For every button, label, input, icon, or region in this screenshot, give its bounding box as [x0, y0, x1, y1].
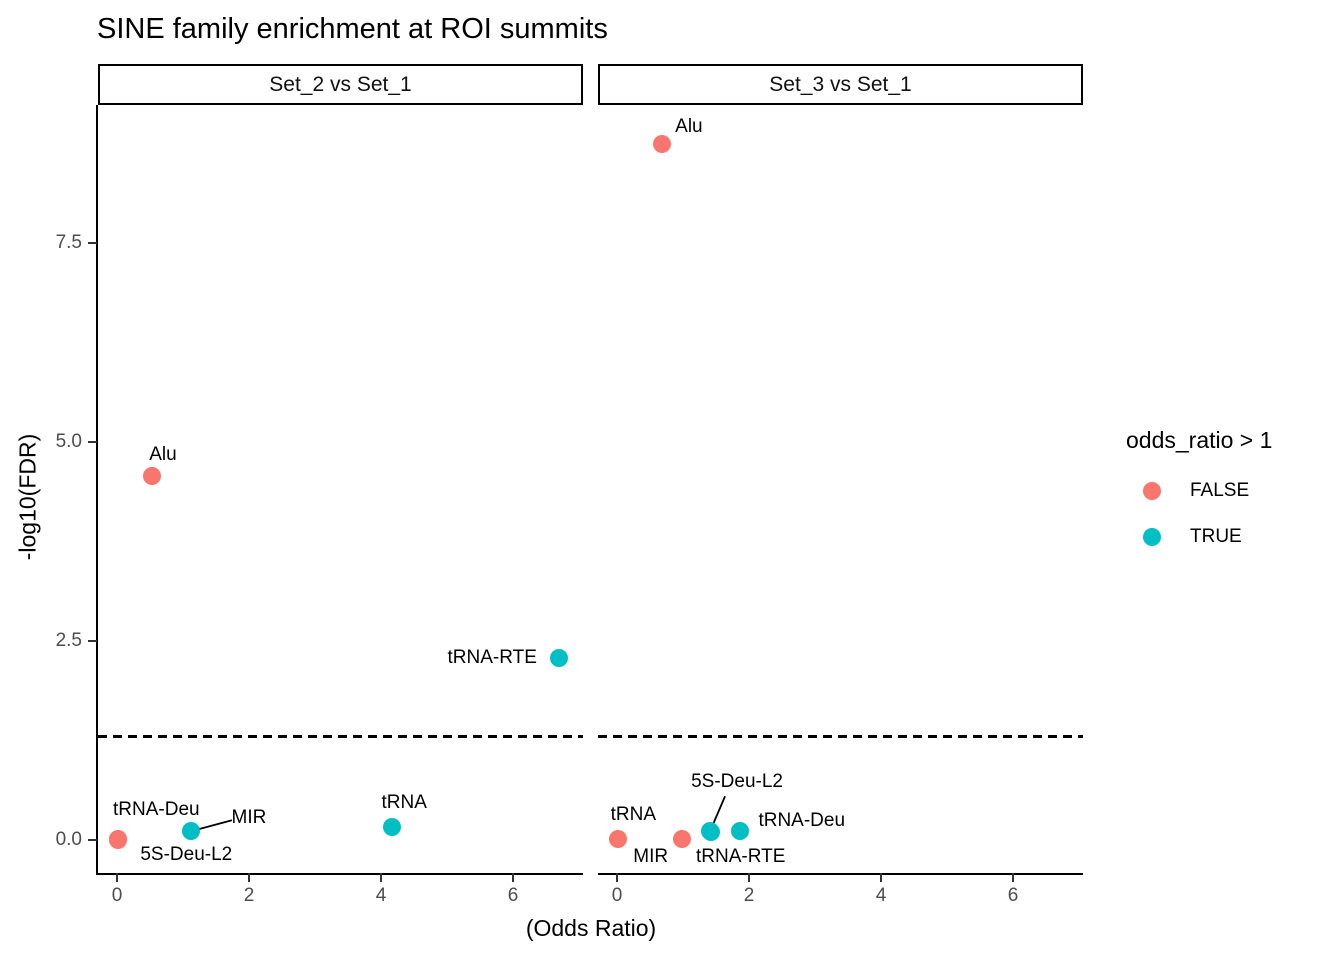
- x-tick-label: 2: [243, 885, 255, 906]
- point-label-tRNA: tRNA: [381, 792, 427, 814]
- x-axis-line-right-panel: [598, 873, 1083, 875]
- data-point-MIR: [181, 822, 200, 841]
- y-tick-mark: [88, 640, 97, 642]
- x-tick-mark: [616, 873, 618, 882]
- label-leader-lines: [190, 819, 233, 833]
- point-label-tRNA-Deu: tRNA-Deu: [113, 799, 200, 821]
- y-tick-label: 7.5: [55, 232, 82, 253]
- label-leader-lines: [709, 795, 726, 832]
- x-tick-mark: [380, 873, 382, 882]
- x-tick-mark: [248, 873, 250, 882]
- point-label-Alu: Alu: [675, 116, 703, 138]
- x-tick-label: 4: [375, 885, 387, 906]
- x-tick-label: 4: [875, 885, 887, 906]
- legend: odds_ratio > 1 FALSE TRUE: [1126, 427, 1272, 560]
- legend-item-false: FALSE: [1126, 468, 1272, 514]
- facet-panel-set2-vs-set1: Alu tRNA-RTE tRNA MIR tRNA-Deu 5S-Deu-L2: [98, 105, 583, 873]
- data-point-Alu: [652, 135, 671, 154]
- chart-title: SINE family enrichment at ROI summits: [97, 13, 608, 45]
- data-point-tRNA: [383, 818, 402, 837]
- data-point-MIR: [672, 830, 691, 849]
- y-tick-mark: [88, 441, 97, 443]
- x-tick-mark: [512, 873, 514, 882]
- point-label-5S-Deu-L2: 5S-Deu-L2: [140, 844, 233, 865]
- data-point-tRNA-Deu: [730, 822, 749, 841]
- facet-strip-set3-vs-set1: Set_3 vs Set_1: [598, 64, 1083, 105]
- data-point-tRNA: [609, 830, 628, 849]
- y-tick-label: 5.0: [55, 431, 82, 452]
- data-point-Alu: [142, 467, 161, 486]
- point-label-tRNA-RTE: tRNA-RTE: [696, 846, 786, 868]
- legend-rows: FALSE TRUE: [1126, 468, 1272, 560]
- legend-label-true: TRUE: [1190, 526, 1242, 547]
- y-axis-line: [96, 105, 98, 875]
- y-tick-mark: [88, 839, 97, 841]
- x-axis-title: (Odds Ratio): [525, 915, 657, 941]
- facet-strip-set2-vs-set1: Set_2 vs Set_1: [98, 64, 583, 105]
- legend-label-false: FALSE: [1190, 480, 1250, 501]
- x-tick-label: 2: [743, 885, 755, 906]
- legend-item-true: TRUE: [1126, 514, 1272, 560]
- legend-swatch-false-icon: [1143, 482, 1161, 500]
- y-tick-mark: [88, 242, 97, 244]
- x-tick-label: 0: [611, 885, 623, 906]
- facet-strip-label: Set_2 vs Set_1: [269, 72, 412, 96]
- point-label-MIR: MIR: [231, 807, 267, 829]
- x-tick-label: 6: [1007, 885, 1019, 906]
- significance-threshold-line: [598, 735, 1083, 739]
- point-label-tRNA-Deu: tRNA-Deu: [758, 810, 846, 832]
- y-tick-label: 2.5: [55, 630, 82, 651]
- point-label-tRNA: tRNA: [610, 804, 657, 826]
- legend-swatch-true-icon: [1143, 528, 1161, 546]
- data-point-5S-Deu-L2: [109, 831, 128, 849]
- point-label-MIR: MIR: [633, 846, 669, 868]
- x-tick-mark: [880, 873, 882, 882]
- significance-threshold-line: [98, 735, 583, 739]
- y-tick-label: 0.0: [55, 829, 82, 850]
- facet-strip-label: Set_3 vs Set_1: [769, 72, 912, 96]
- point-label-5S-Deu-L2: 5S-Deu-L2: [691, 771, 783, 793]
- legend-title: odds_ratio > 1: [1126, 427, 1273, 453]
- facet-panel-set3-vs-set1: Alu tRNA MIR tRNA-RTE 5S-Deu-L2 tRNA-Deu: [598, 105, 1083, 873]
- x-tick-mark: [1012, 873, 1014, 882]
- x-tick-mark: [116, 873, 118, 882]
- data-point-tRNA-RTE: [550, 648, 569, 667]
- point-label-tRNA-RTE: tRNA-RTE: [447, 646, 537, 668]
- x-tick-label: 6: [507, 885, 519, 906]
- point-label-Alu: Alu: [149, 444, 177, 466]
- x-tick-label: 0: [111, 885, 123, 906]
- x-tick-mark: [748, 873, 750, 882]
- data-point-5S-Deu-L2: [701, 822, 720, 841]
- x-axis-line-left-panel: [98, 873, 583, 875]
